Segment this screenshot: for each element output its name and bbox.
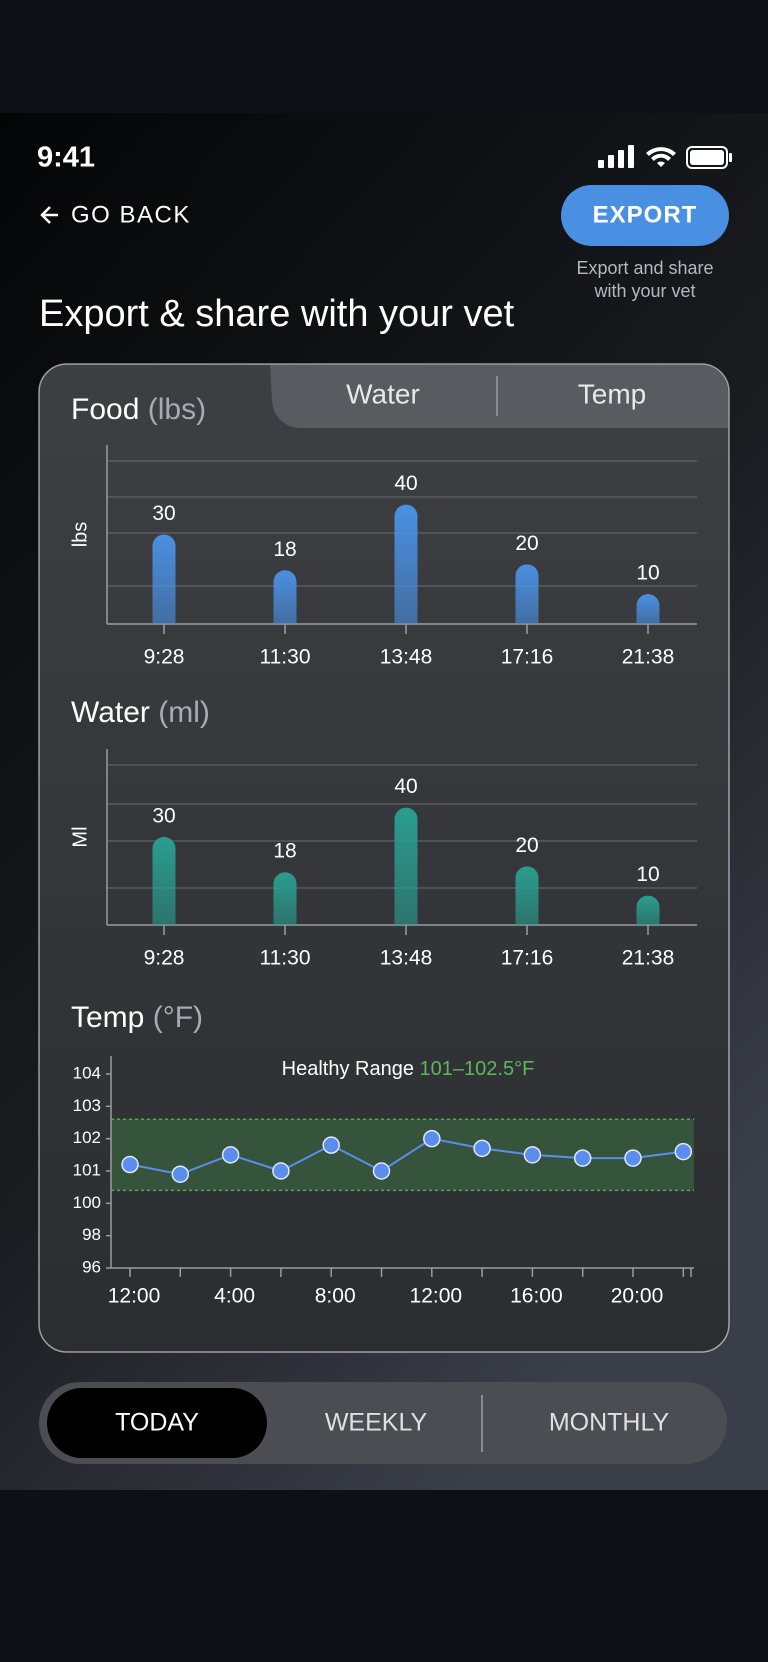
back-arrow[interactable] (40, 206, 58, 224)
bar (515, 866, 539, 925)
temp-point (171, 1165, 190, 1183)
back-button[interactable]: GO BACK (71, 201, 191, 228)
y-tick-label: 96 (82, 1257, 101, 1276)
data-label: 20 (515, 532, 538, 555)
data-label: 18 (273, 538, 296, 561)
x-tick-label: 16:00 (510, 1285, 563, 1308)
x-tick-label: 20:00 (611, 1285, 664, 1308)
bar (394, 504, 418, 624)
chart-title: Temp (71, 1001, 144, 1034)
temp-point (372, 1162, 391, 1180)
status-icons (598, 145, 732, 169)
y-tick-label: 104 (73, 1063, 101, 1082)
export-caption: Export and share (576, 258, 713, 278)
temp-point (624, 1149, 642, 1167)
tab-strip (270, 365, 728, 428)
x-tick-label: 13:48 (380, 947, 433, 970)
y-axis-label: lbs (69, 522, 91, 548)
bar (273, 570, 297, 624)
y-tick-label: 100 (73, 1193, 101, 1212)
temp-point (121, 1155, 139, 1174)
period-option[interactable]: WEEKLY (325, 1409, 428, 1437)
data-label: 18 (273, 840, 296, 863)
x-tick-label: 21:38 (622, 646, 675, 669)
period-option[interactable]: MONTHLY (549, 1409, 670, 1437)
chart-title: Water (71, 696, 150, 729)
active-tab[interactable]: Food (lbs) (71, 393, 206, 426)
healthy-band (111, 1119, 694, 1191)
x-tick-label: 12:00 (410, 1285, 463, 1308)
annotation-text: Healthy Range (282, 1058, 414, 1080)
bar (152, 837, 176, 925)
chart-unit: (°F) (153, 1001, 203, 1034)
x-tick-label: 13:48 (380, 646, 433, 669)
y-tick-label: 102 (73, 1128, 101, 1147)
chart-unit: (ml) (158, 696, 210, 729)
data-label: 10 (636, 863, 659, 886)
bar (394, 807, 418, 925)
data-label: 30 (152, 805, 175, 828)
bar (515, 564, 539, 624)
temp-point (473, 1139, 491, 1158)
x-tick-label: 8:00 (315, 1285, 356, 1308)
export-button[interactable] (561, 185, 729, 246)
data-label: 40 (394, 775, 417, 798)
temp-point (523, 1146, 542, 1164)
status-time: 9:41 (37, 142, 95, 174)
period-selected-pill[interactable] (47, 1388, 267, 1458)
bar (636, 895, 660, 925)
chart-heading: Water (ml) (71, 696, 210, 729)
data-label: 30 (152, 502, 175, 525)
temp-point (221, 1146, 240, 1164)
x-tick-label: 17:16 (501, 646, 554, 669)
export-label[interactable]: EXPORT (593, 201, 698, 228)
tab[interactable]: Water (346, 378, 420, 409)
period-option[interactable]: TODAY (115, 1409, 199, 1437)
bar (152, 534, 176, 624)
data-label: 40 (394, 472, 417, 495)
annotation-range: 101–102.5°F (420, 1058, 535, 1080)
data-label: 10 (636, 562, 659, 585)
annotation: Healthy Range 101–102.5°F (282, 1058, 535, 1080)
bar (636, 594, 660, 624)
y-axis-label: Ml (69, 826, 91, 847)
x-tick-label: 11:30 (260, 947, 311, 970)
bar (273, 872, 297, 925)
x-tick-label: 11:30 (260, 646, 311, 669)
temp-point (674, 1142, 693, 1161)
x-tick-label: 21:38 (622, 947, 675, 970)
tab[interactable]: Temp (578, 378, 646, 409)
y-tick-label: 98 (82, 1225, 101, 1244)
chart-card (38, 363, 730, 1353)
temp-point (423, 1129, 441, 1148)
y-tick-label: 101 (73, 1160, 101, 1179)
data-label: 20 (515, 834, 538, 857)
temp-point (573, 1149, 592, 1167)
temp-point (272, 1162, 290, 1180)
tab-unit[interactable]: (lbs) (148, 393, 206, 426)
temp-point (322, 1136, 340, 1154)
chart-heading: Temp (°F) (71, 1001, 203, 1034)
x-tick-label: 9:28 (144, 947, 185, 970)
x-tick-label: 4:00 (214, 1285, 255, 1308)
x-tick-label: 12:00 (108, 1285, 161, 1308)
export-caption: with your vet (593, 281, 695, 301)
x-tick-label: 9:28 (144, 646, 185, 669)
tab-label[interactable]: Food (71, 393, 139, 426)
y-tick-label: 103 (73, 1096, 101, 1115)
x-tick-label: 17:16 (501, 947, 554, 970)
page-heading: Export & share with your vet (39, 293, 515, 335)
